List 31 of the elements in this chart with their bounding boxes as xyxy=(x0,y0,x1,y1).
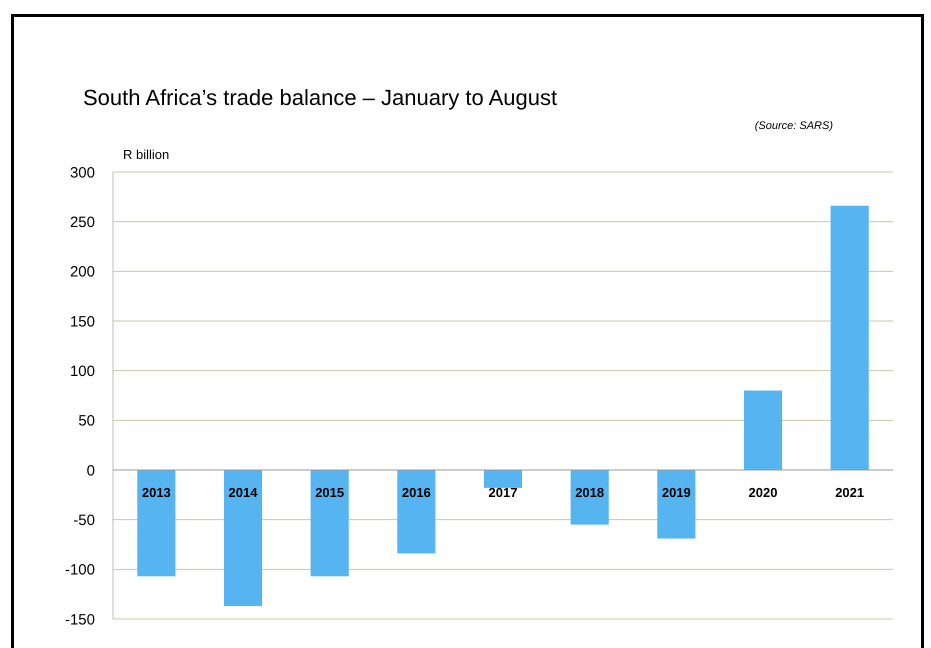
bar xyxy=(570,470,609,525)
chart-title: South Africa’s trade balance – January to August xyxy=(83,85,558,110)
x-tick-label: 2016 xyxy=(402,485,431,500)
y-axis-title: R billion xyxy=(123,147,170,162)
y-tick-label: -100 xyxy=(64,562,95,579)
x-tick-label: 2019 xyxy=(662,485,691,500)
x-tick-label: 2015 xyxy=(315,485,344,500)
x-tick-label: 2013 xyxy=(142,485,171,500)
x-tick-label: 2017 xyxy=(488,485,518,500)
y-tick-label: 0 xyxy=(86,462,95,480)
y-tick-label: 250 xyxy=(70,214,95,231)
bar xyxy=(397,470,436,554)
x-tick-label: 2018 xyxy=(575,485,604,500)
x-tick-label: 2021 xyxy=(835,485,864,500)
y-tick-label: 300 xyxy=(70,164,95,182)
text: (Source: SARS) xyxy=(754,120,834,132)
bar xyxy=(484,470,522,488)
bar xyxy=(137,470,176,576)
x-tick-label: 2020 xyxy=(748,485,778,500)
y-tick-label: 100 xyxy=(70,362,95,380)
y-tick-label: 200 xyxy=(70,264,95,281)
bar xyxy=(224,470,262,606)
y-tick-label: 50 xyxy=(78,412,95,430)
bar xyxy=(830,206,869,470)
bar xyxy=(310,470,349,576)
y-tick-label: -150 xyxy=(64,611,95,628)
bar xyxy=(744,390,782,470)
bar xyxy=(657,470,696,539)
y-tick-label: 150 xyxy=(70,313,95,330)
y-tick-label: -50 xyxy=(73,512,95,529)
x-tick-label: 2014 xyxy=(228,485,258,500)
